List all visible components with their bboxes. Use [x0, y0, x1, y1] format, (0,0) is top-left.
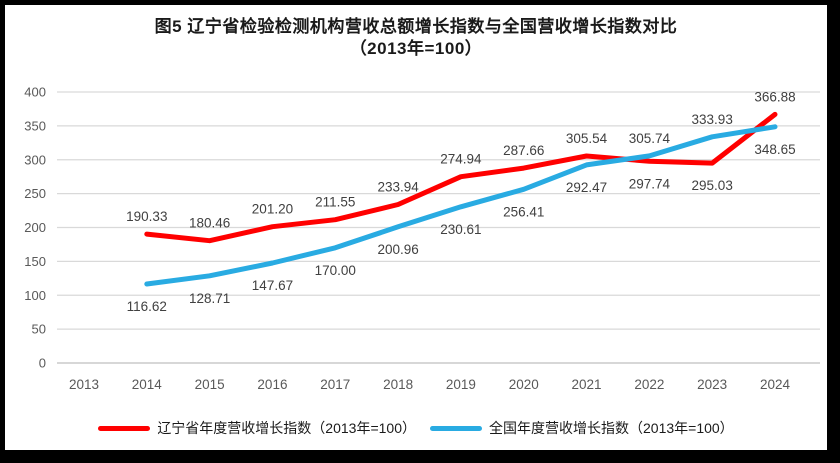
x-tick-label: 2014 — [132, 377, 163, 392]
legend-label-liaoning: 辽宁省年度营收增长指数（2013年=100） — [157, 420, 416, 436]
y-tick-label: 150 — [24, 254, 46, 269]
data-label: 348.65 — [754, 142, 795, 157]
x-tick-label: 2022 — [634, 377, 664, 392]
y-tick-label: 0 — [39, 356, 46, 371]
line-chart-plot: 0 50 100 150 200 250 300 350 400 2013 2014 2015 2016… — [24, 85, 820, 392]
series-line-0 — [144, 111, 778, 244]
gridlines — [57, 91, 820, 364]
y-tick-label: 350 — [24, 118, 46, 133]
x-tick-label: 2013 — [69, 377, 99, 392]
x-axis-tick-labels: 2013 2014 2015 2016 2017 2018 2019 2020 2021 2022… — [69, 377, 791, 392]
series-data-labels-1: 116.62 128.71 147.67 170.00 200.96 230.61 256.… — [127, 112, 796, 314]
data-label: 200.96 — [377, 242, 418, 257]
x-tick-label: 2023 — [697, 377, 727, 392]
data-label: 116.62 — [127, 299, 167, 314]
y-tick-label: 250 — [24, 186, 46, 201]
data-label: 233.94 — [377, 180, 419, 195]
legend-item-liaoning: 辽宁省年度营收增长指数（2013年=100） — [98, 418, 416, 438]
y-tick-label: 400 — [24, 85, 46, 100]
y-tick-label: 100 — [24, 288, 46, 303]
data-label: 180.46 — [189, 216, 230, 231]
data-label: 333.93 — [692, 112, 733, 127]
data-label: 366.88 — [754, 89, 795, 104]
x-tick-label: 2016 — [257, 377, 287, 392]
chart-title: 图5 辽宁省检验检测机构营收总额增长指数与全国营收增长指数对比 （2013年=1… — [5, 16, 827, 60]
x-tick-label: 2024 — [760, 377, 791, 392]
legend-label-national: 全国年度营收增长指数（2013年=100） — [489, 420, 734, 436]
x-tick-label: 2018 — [383, 377, 413, 392]
national-line-swatch — [430, 425, 482, 431]
data-label: 274.94 — [440, 152, 482, 167]
data-label: 287.66 — [503, 143, 544, 158]
series-line-1 — [144, 124, 778, 287]
chart-legend: 辽宁省年度营收增长指数（2013年=100） 全国年度营收增长指数（2013年=… — [5, 416, 827, 440]
data-label: 292.47 — [566, 180, 607, 195]
data-label: 147.67 — [252, 278, 293, 293]
x-tick-label: 2021 — [572, 377, 602, 392]
data-label: 170.00 — [315, 263, 356, 278]
y-tick-label: 200 — [24, 220, 46, 235]
x-tick-label: 2017 — [320, 377, 350, 392]
chart-page: 图5 辽宁省检验检测机构营收总额增长指数与全国营收增长指数对比 （2013年=1… — [5, 5, 827, 450]
liaoning-line-swatch — [98, 425, 151, 431]
series-data-labels-0: 190.33 180.46 201.20 211.55 233.94 274.94 287.… — [126, 89, 795, 230]
data-label: 211.55 — [315, 195, 355, 210]
chart-title-line1: 图5 辽宁省检验检测机构营收总额增长指数与全国营收增长指数对比 — [154, 17, 678, 36]
data-label: 256.41 — [503, 204, 544, 219]
x-tick-label: 2019 — [446, 377, 476, 392]
data-label: 297.74 — [629, 176, 671, 191]
data-label: 201.20 — [252, 202, 293, 217]
y-tick-label: 300 — [24, 152, 46, 167]
data-label: 305.54 — [566, 131, 608, 146]
x-tick-label: 2015 — [195, 377, 225, 392]
data-label: 190.33 — [126, 209, 167, 224]
chart-title-line2: （2013年=100） — [349, 39, 483, 58]
y-tick-label: 50 — [32, 322, 46, 337]
legend-item-national: 全国年度营收增长指数（2013年=100） — [430, 418, 734, 438]
data-label: 230.61 — [440, 222, 481, 237]
data-label: 295.03 — [692, 178, 733, 193]
data-label: 128.71 — [189, 291, 230, 306]
x-tick-label: 2020 — [509, 377, 539, 392]
y-axis-tick-labels: 0 50 100 150 200 250 300 350 400 — [24, 85, 46, 371]
data-label: 305.74 — [629, 131, 671, 146]
